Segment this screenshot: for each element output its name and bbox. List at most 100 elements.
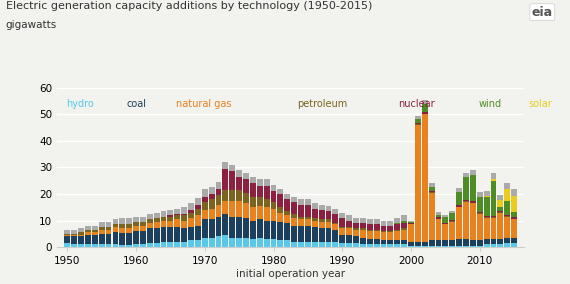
- Bar: [112, 233, 119, 245]
- Bar: [394, 245, 400, 247]
- Bar: [429, 187, 434, 191]
- Bar: [388, 226, 393, 231]
- Bar: [408, 221, 414, 222]
- Bar: [64, 234, 70, 235]
- Bar: [243, 218, 249, 238]
- Bar: [435, 212, 441, 215]
- Bar: [195, 226, 201, 241]
- Bar: [422, 114, 428, 242]
- Bar: [264, 239, 270, 247]
- Bar: [484, 197, 490, 216]
- Bar: [498, 245, 503, 247]
- Bar: [449, 222, 455, 241]
- Bar: [429, 193, 434, 241]
- Bar: [319, 229, 324, 242]
- Bar: [236, 216, 242, 238]
- Bar: [222, 169, 229, 190]
- Bar: [181, 215, 187, 220]
- Bar: [133, 222, 139, 226]
- Bar: [442, 241, 448, 246]
- Bar: [119, 218, 125, 224]
- Bar: [429, 192, 434, 193]
- Bar: [181, 242, 187, 247]
- Bar: [498, 212, 503, 239]
- Bar: [298, 242, 304, 247]
- Bar: [332, 208, 339, 214]
- Bar: [511, 189, 517, 196]
- Bar: [339, 227, 345, 229]
- Bar: [209, 199, 214, 208]
- Bar: [105, 234, 112, 245]
- Bar: [181, 207, 187, 214]
- Bar: [463, 174, 469, 178]
- Bar: [388, 231, 393, 233]
- Bar: [422, 242, 428, 246]
- Bar: [498, 239, 503, 245]
- Bar: [470, 246, 476, 247]
- Bar: [484, 245, 490, 247]
- Bar: [298, 204, 304, 216]
- Bar: [188, 210, 194, 212]
- Bar: [422, 112, 428, 114]
- Bar: [181, 214, 187, 215]
- Bar: [374, 219, 380, 224]
- Bar: [442, 224, 448, 241]
- Bar: [105, 245, 112, 247]
- Bar: [381, 220, 386, 226]
- Bar: [229, 216, 235, 238]
- Bar: [442, 215, 448, 217]
- Bar: [202, 210, 207, 219]
- Bar: [126, 224, 132, 228]
- Bar: [332, 223, 339, 224]
- Bar: [168, 220, 173, 227]
- Bar: [291, 242, 297, 247]
- Bar: [78, 236, 84, 244]
- Bar: [346, 243, 352, 247]
- Bar: [119, 224, 125, 228]
- Bar: [64, 235, 70, 237]
- Bar: [99, 227, 105, 230]
- Bar: [367, 231, 373, 239]
- Bar: [504, 243, 510, 247]
- Bar: [188, 227, 194, 241]
- Bar: [147, 229, 153, 243]
- Bar: [449, 221, 455, 222]
- Bar: [236, 190, 242, 201]
- Bar: [470, 170, 476, 175]
- Bar: [477, 214, 483, 241]
- Bar: [264, 179, 270, 186]
- Bar: [161, 211, 166, 216]
- Bar: [133, 226, 139, 231]
- Bar: [435, 215, 441, 217]
- Bar: [85, 226, 91, 230]
- Bar: [374, 239, 380, 245]
- Bar: [243, 179, 249, 193]
- Bar: [312, 203, 317, 208]
- Bar: [161, 216, 166, 220]
- Bar: [168, 216, 173, 220]
- Bar: [168, 227, 173, 242]
- Text: eia: eia: [532, 6, 553, 19]
- Bar: [174, 214, 180, 215]
- Bar: [449, 220, 455, 221]
- Bar: [250, 197, 256, 207]
- Bar: [278, 222, 283, 241]
- Bar: [415, 116, 421, 119]
- Bar: [332, 214, 339, 223]
- Bar: [477, 212, 483, 213]
- Bar: [360, 245, 366, 247]
- Bar: [504, 215, 510, 216]
- Text: wind: wind: [479, 99, 502, 109]
- Bar: [319, 242, 324, 247]
- Bar: [133, 216, 139, 222]
- Bar: [119, 233, 125, 245]
- Bar: [415, 242, 421, 246]
- Bar: [415, 123, 421, 124]
- Bar: [195, 204, 201, 208]
- Bar: [498, 211, 503, 212]
- Text: natural gas: natural gas: [176, 99, 231, 109]
- Bar: [394, 224, 400, 230]
- Bar: [339, 235, 345, 243]
- Bar: [449, 213, 455, 220]
- Bar: [174, 227, 180, 242]
